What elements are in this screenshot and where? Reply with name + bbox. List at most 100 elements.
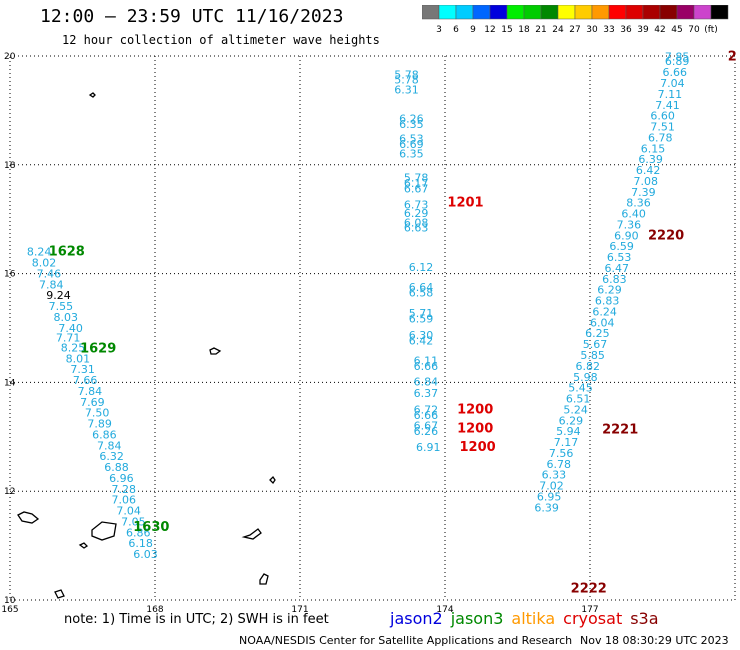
wave-height-value: 6.31 [394, 84, 419, 97]
wave-height-value: 6.66 [414, 360, 439, 373]
wave-height-value: 6.29 [404, 207, 429, 220]
legend-tick-label: 6 [453, 25, 459, 35]
longitude-tick-label: 171 [291, 605, 308, 615]
wave-height-value: 6.82 [576, 360, 601, 373]
wave-height-value: 6.39 [638, 153, 663, 166]
wave-height-value: 6.63 [404, 222, 429, 235]
wave-height-value: 6.08 [404, 216, 429, 229]
wave-height-value: 6.18 [128, 537, 153, 550]
wave-height-value: 5.78 [404, 172, 429, 185]
wave-height-value: 6.26 [414, 425, 439, 438]
wave-height-value: 8.36 [626, 197, 651, 210]
wave-height-value: 7.04 [660, 77, 685, 90]
wave-height-value: 8.25 [61, 341, 86, 354]
wave-height-value: 8.24 [27, 246, 51, 259]
wave-height-value: 9.24 [46, 289, 71, 302]
longitude-tick-label: 168 [146, 605, 163, 615]
island-outline [17, 511, 40, 524]
island-outline [241, 528, 262, 540]
wave-height-value: 6.89 [665, 55, 690, 68]
wave-height-value: 6.25 [585, 327, 610, 340]
wave-height-value: 7.05 [121, 515, 145, 528]
wave-height-value: 6.96 [109, 472, 134, 485]
legend-tick-label: 18 [518, 25, 530, 35]
legend-tick-label: 21 [535, 25, 546, 35]
legend-tick-label: 70 [688, 25, 700, 35]
island-outline [78, 542, 89, 549]
wave-height-value: 6.29 [597, 284, 622, 297]
wave-height-value: 7.85 [665, 50, 690, 63]
satellite-legend: jason2 jason3 altika cryosat s3a [390, 609, 667, 628]
wave-height-value: 6.58 [409, 286, 434, 299]
wave-height-value: 7.84 [78, 385, 103, 398]
satellite-legend-item: jason2 [390, 609, 443, 628]
wave-height-value: 6.95 [537, 490, 562, 503]
wave-height-value: 6.47 [605, 262, 630, 275]
pass-time-label: 1629 [80, 341, 116, 356]
wave-height-value: 5.45 [568, 382, 593, 395]
latitude-tick-label: 12 [4, 487, 15, 497]
legend-tick-label: 30 [586, 25, 598, 35]
wave-height-value: 6.37 [414, 387, 439, 400]
legend-tick-label: 45 [671, 25, 682, 35]
wave-height-value: 5.67 [583, 338, 608, 351]
pass-time-label: 1200 [460, 440, 496, 455]
wave-height-value: 6.11 [414, 354, 439, 367]
wave-height-value: 5.85 [580, 349, 605, 362]
wave-height-value: 7.56 [549, 447, 574, 460]
legend-tick-label: 24 [552, 25, 564, 35]
wave-height-value: 6.39 [534, 501, 559, 514]
wave-height-value: 7.39 [631, 186, 656, 199]
wave-height-value: 6.83 [595, 295, 620, 308]
wave-height-value: 7.11 [658, 88, 683, 101]
wave-height-value: 6.51 [566, 393, 591, 406]
satellite-legend-item: jason3 [450, 609, 504, 628]
wave-height-value: 5.71 [409, 307, 434, 320]
wave-height-value: 6.69 [399, 138, 424, 151]
color-scale-legend: 3 6 9 12 15 18 21 24 27 30 33 36 39 42 45 70 (ft) [422, 5, 729, 35]
wave-height-value: 8.03 [54, 311, 79, 324]
wave-height-value: 6.78 [648, 131, 673, 144]
wave-height-value: 6.64 [409, 281, 434, 294]
wave-height-value: 7.36 [617, 218, 642, 231]
wave-height-value: 6.59 [609, 240, 634, 253]
longitude-tick-label: 165 [1, 605, 18, 615]
wave-height-value: 6.59 [409, 313, 434, 326]
legend-tick-label: 33 [603, 25, 614, 35]
wave-height-value: 6.30 [409, 329, 434, 342]
wave-height-value: 7.28 [112, 483, 137, 496]
wave-height-value: 6.88 [104, 461, 129, 474]
wave-height-value: 7.06 [112, 494, 137, 507]
legend-tick-label: (ft) [704, 25, 718, 35]
wave-height-value: 6.72 [414, 403, 439, 416]
wave-height-value: 6.33 [542, 469, 567, 482]
wave-height-value: 6.42 [636, 164, 661, 177]
latitude-tick-label: 16 [4, 270, 16, 280]
wave-height-value: 7.66 [73, 374, 98, 387]
wave-height-value: 6.12 [409, 261, 434, 274]
latitude-tick-label: 20 [4, 52, 16, 62]
island-outline [209, 347, 222, 355]
wave-height-value: 6.04 [590, 316, 615, 329]
wave-height-value: 6.66 [663, 66, 688, 79]
pass-time-label: 1630 [133, 520, 169, 535]
wave-height-value: 7.08 [634, 175, 659, 188]
wave-height-value: 7.51 [650, 121, 675, 134]
wave-height-value: 7.40 [58, 322, 82, 335]
wave-height-value: 7.17 [554, 436, 579, 449]
wave-height-value: 6.35 [399, 148, 424, 161]
legend-tick-label: 36 [620, 25, 632, 35]
wave-height-value: 6.35 [399, 118, 424, 131]
pass-time-label: 2221 [602, 423, 638, 438]
wave-height-value: 6.53 [607, 251, 632, 264]
wave-height-value: 8.01 [66, 352, 91, 365]
wave-height-value: 6.17 [404, 177, 429, 190]
wave-height-value: 6.90 [614, 229, 639, 242]
wave-height-value: 7.84 [39, 278, 64, 291]
legend-tick-label: 42 [654, 25, 665, 35]
wave-height-value: 6.53 [399, 132, 424, 145]
wave-height-value: 7.84 [97, 439, 122, 452]
pass-time-label: 1200 [457, 402, 493, 417]
pass-time-label: 2 [728, 49, 737, 64]
